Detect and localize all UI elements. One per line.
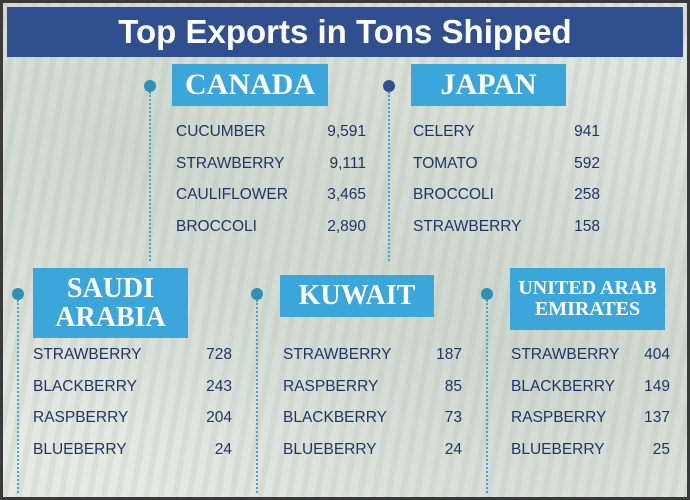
country-label: JAPAN — [411, 64, 566, 106]
tons-value: 941 — [574, 123, 600, 140]
tons-value: 243 — [206, 377, 232, 395]
connector-dot — [383, 80, 395, 92]
tons-value: 592 — [574, 154, 600, 172]
product-name: BLACKBERRY — [511, 377, 615, 395]
connector-line — [256, 300, 258, 493]
product-name: STRAWBERRY — [283, 346, 392, 363]
tons-value: 204 — [206, 409, 232, 426]
connector-line — [17, 300, 19, 493]
tons-value: 149 — [644, 377, 670, 395]
tons-value: 9,591 — [327, 123, 366, 140]
product-name: CELERY — [413, 123, 475, 140]
connector-dot — [251, 288, 263, 300]
connector-line — [388, 92, 390, 261]
tons-value: 187 — [436, 346, 462, 363]
tons-value: 85 — [444, 377, 462, 395]
country-label: UNITED ARAB EMIRATES — [510, 268, 665, 330]
country-label: SAUDI ARABIA — [33, 268, 188, 338]
product-name: BLUEBERRY — [33, 440, 127, 458]
product-name: RASPBERRY — [283, 377, 379, 395]
connector-line — [149, 92, 151, 261]
tons-value: 404 — [644, 346, 670, 363]
product-name: CUCUMBER — [176, 123, 266, 140]
tons-value: 158 — [574, 217, 600, 235]
product-name: STRAWBERRY — [176, 154, 285, 172]
country-label: KUWAIT — [280, 275, 434, 317]
tons-value: 25 — [652, 440, 670, 458]
connector-dot — [12, 288, 24, 300]
product-name: BLUEBERRY — [283, 440, 377, 458]
tons-value: 3,465 — [327, 186, 366, 203]
product-name: BROCCOLI — [176, 217, 257, 235]
product-name: STRAWBERRY — [33, 346, 142, 363]
product-name: TOMATO — [413, 154, 478, 172]
tons-value: 73 — [444, 409, 462, 426]
product-name: STRAWBERRY — [511, 346, 620, 363]
product-name: BROCCOLI — [413, 186, 494, 203]
connector-line — [486, 300, 488, 493]
tons-value: 258 — [574, 186, 600, 203]
connector-dot — [481, 288, 493, 300]
tons-value: 9,111 — [329, 154, 367, 172]
connector-dot — [144, 80, 156, 92]
product-name: RASPBERRY — [33, 409, 129, 426]
tons-value: 2,890 — [327, 217, 366, 235]
tons-value: 137 — [644, 409, 670, 426]
tons-value: 728 — [206, 346, 232, 363]
product-name: BLUEBERRY — [511, 440, 605, 458]
tons-value: 24 — [214, 440, 232, 458]
product-name: BLACKBERRY — [283, 409, 387, 426]
country-label: CANADA — [172, 64, 328, 106]
product-name: CAULIFLOWER — [176, 186, 288, 203]
product-name: BLACKBERRY — [33, 377, 137, 395]
product-name: RASPBERRY — [511, 409, 607, 426]
product-name: STRAWBERRY — [413, 217, 522, 235]
tons-value: 24 — [444, 440, 462, 458]
title: Top Exports in Tons Shipped — [7, 7, 683, 57]
